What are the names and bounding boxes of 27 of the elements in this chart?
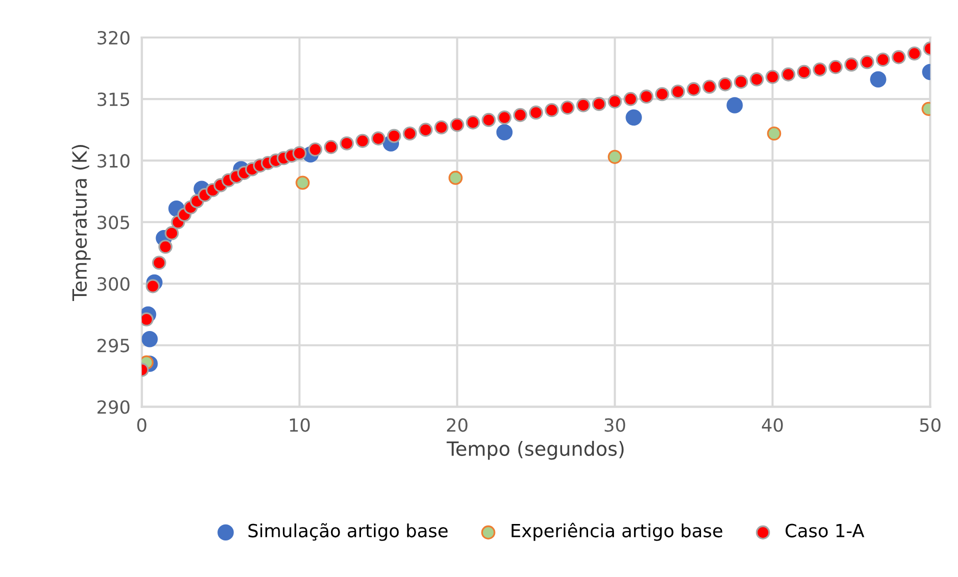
point: [870, 71, 886, 88]
x-tick-label: 10: [290, 418, 310, 432]
x-axis-title: Tempo (segundos): [446, 440, 624, 460]
point: [296, 176, 310, 190]
legend-label: Simulação artigo base: [248, 523, 448, 541]
y-tick-label: 290: [98, 400, 130, 414]
y-tick-label: 295: [98, 338, 130, 352]
x-tick-label: 20: [446, 418, 468, 432]
y-tick-label: 315: [98, 92, 130, 106]
point: [767, 126, 782, 141]
point: [496, 124, 513, 140]
y-tick-label: 305: [98, 216, 130, 230]
x-tick-label: 0: [137, 418, 146, 432]
x-tick-label: 30: [604, 418, 626, 432]
y-tick-label: 320: [98, 30, 130, 45]
point: [626, 109, 642, 126]
point: [142, 330, 158, 348]
point: [726, 97, 743, 114]
x-tick-label: 40: [762, 418, 783, 432]
legend-label: Caso 1-A: [786, 524, 864, 538]
x-tick-label: 50: [920, 418, 941, 432]
y-axis-title: Temperatura (K): [72, 144, 91, 302]
point: [608, 150, 622, 164]
legend-label: Experiência artigo base: [512, 522, 722, 541]
y-tick-label: 310: [98, 154, 130, 168]
y-tick-label: 300: [98, 277, 130, 291]
point: [448, 170, 463, 185]
